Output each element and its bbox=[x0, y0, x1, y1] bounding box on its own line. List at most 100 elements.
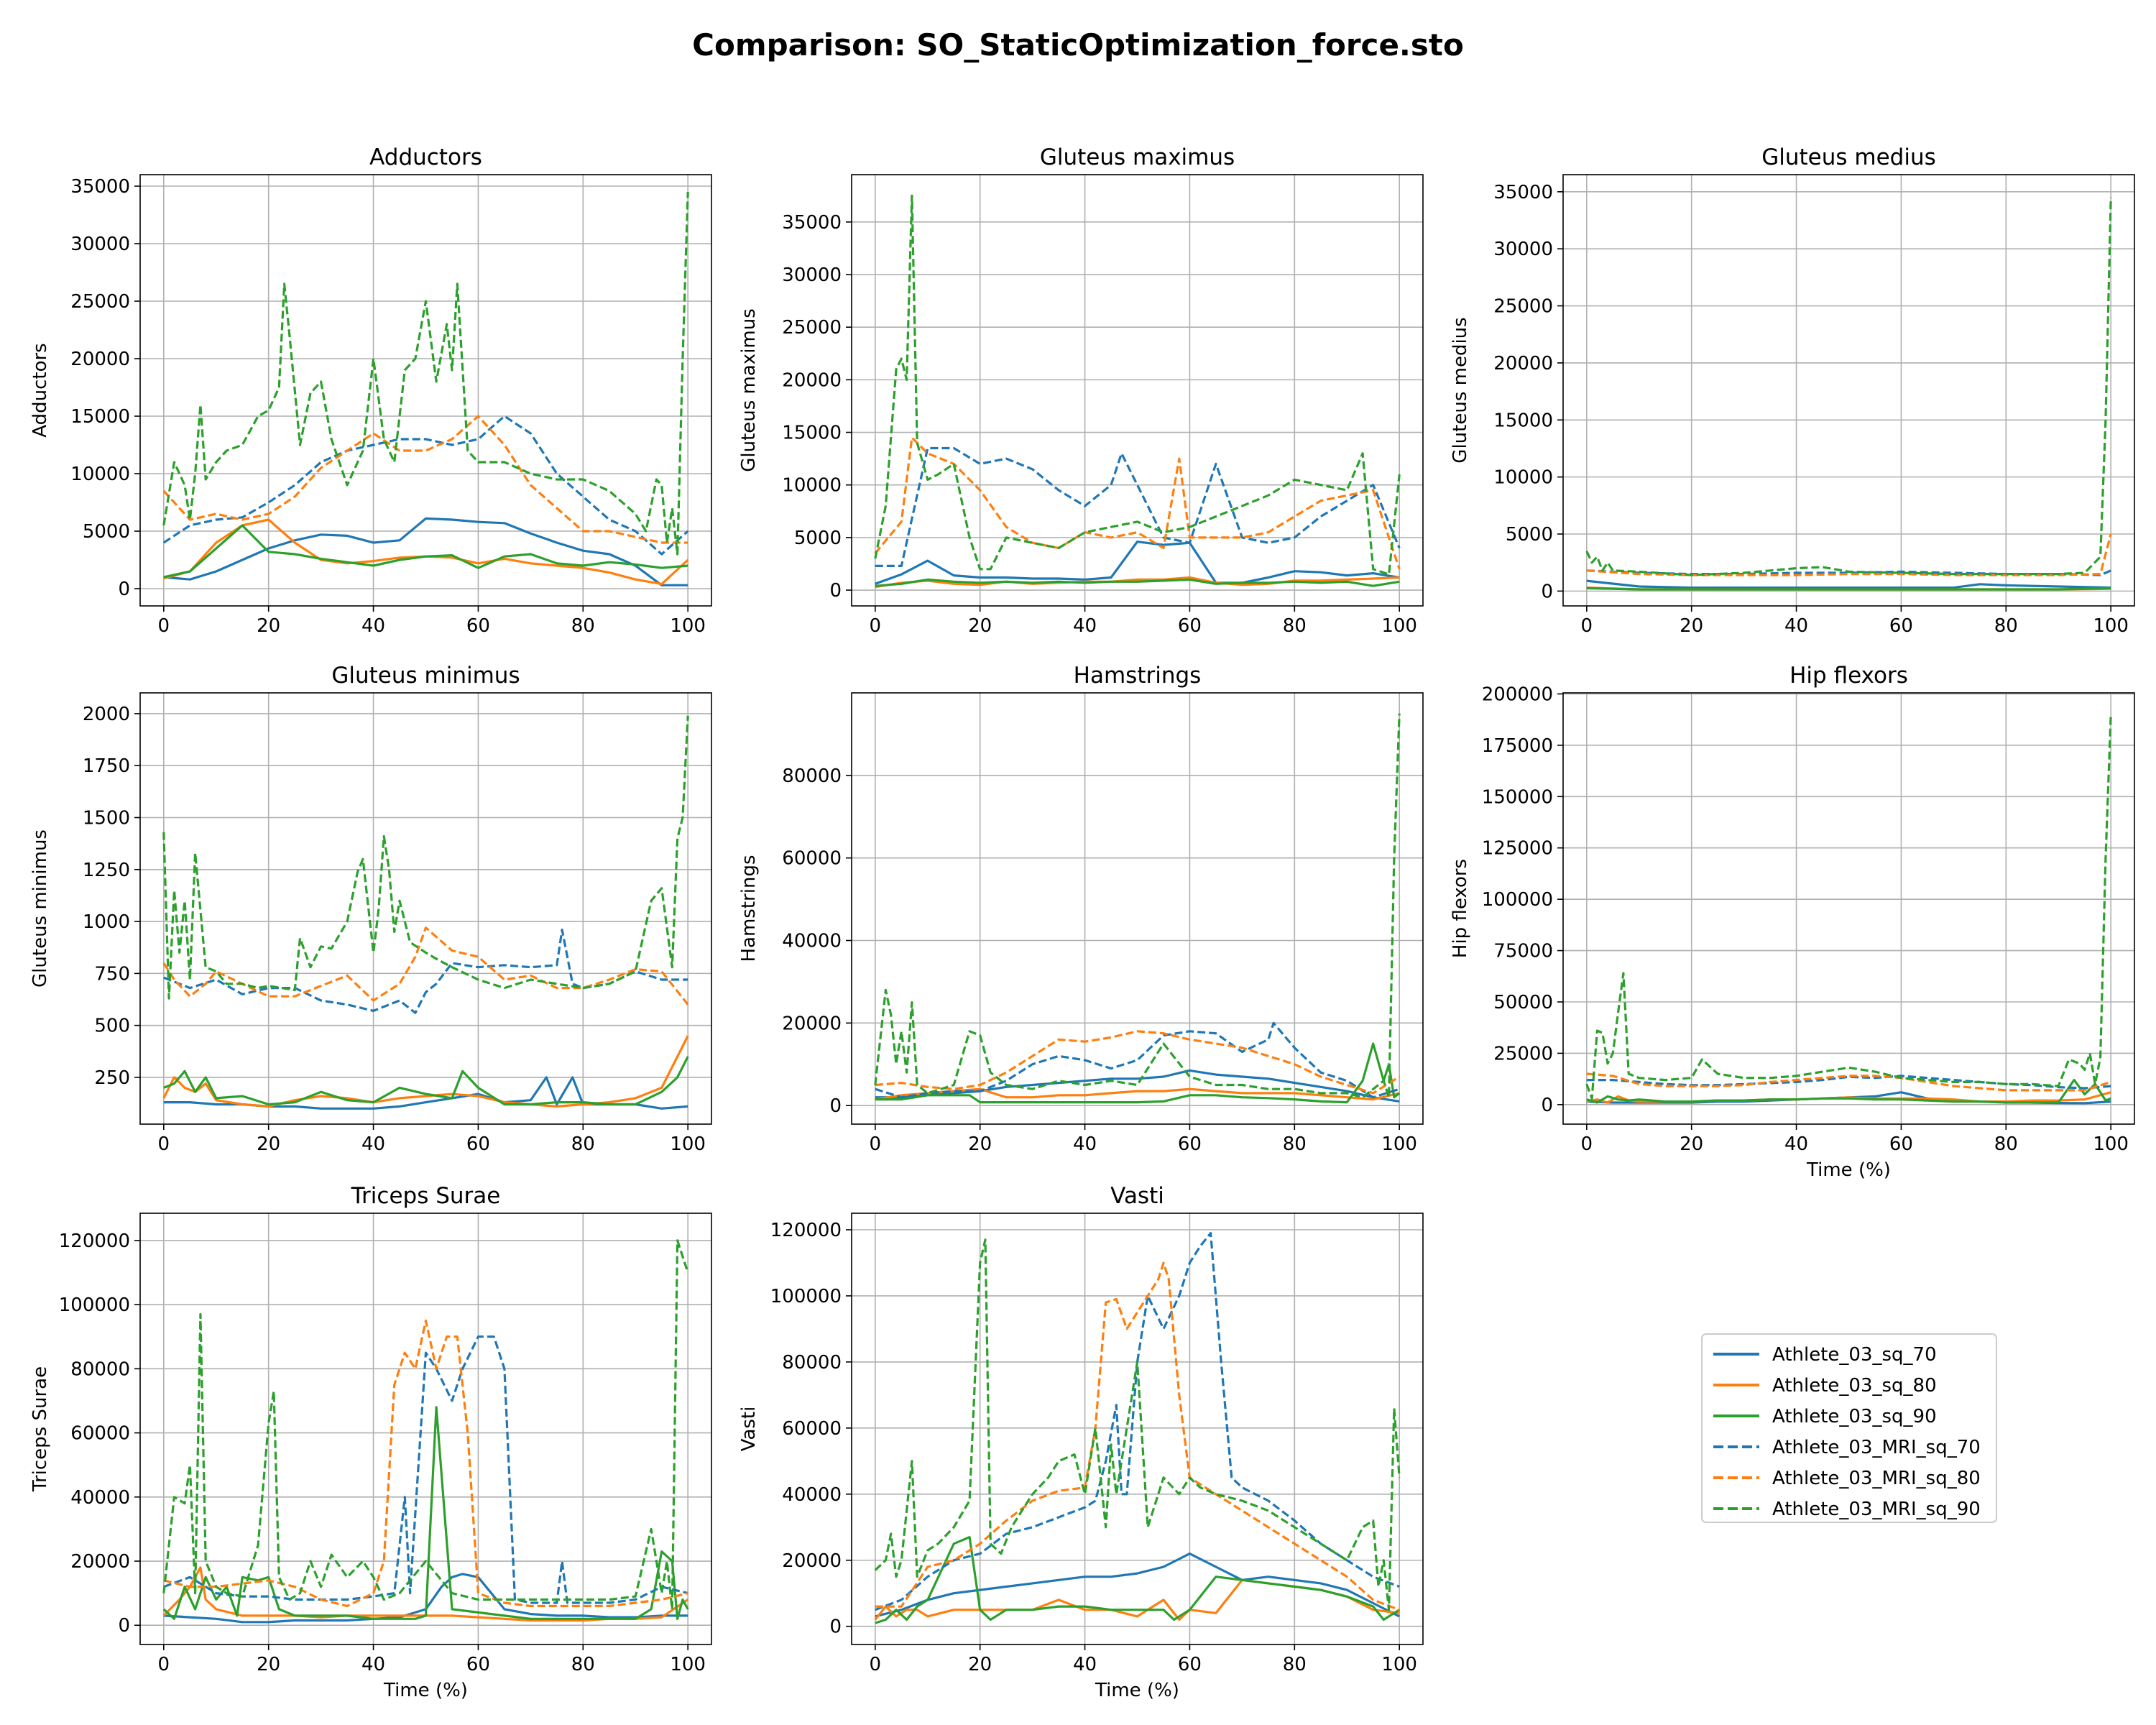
y-tick-label: 40000 bbox=[782, 930, 842, 952]
series-line-athlete-03-sq-80 bbox=[875, 576, 1400, 589]
subplot-title: Vasti bbox=[1110, 1183, 1164, 1209]
series-line-athlete-03-mri-sq-80 bbox=[1586, 533, 2112, 576]
series-line-athlete-03-sq-90 bbox=[163, 1056, 689, 1106]
series-group bbox=[162, 1239, 689, 1624]
y-tick-label: 20000 bbox=[782, 369, 842, 391]
series-line-athlete-03-sq-70 bbox=[875, 540, 1400, 585]
y-tick-label: 40000 bbox=[782, 1484, 842, 1506]
y-tick-label: 30000 bbox=[70, 234, 130, 255]
x-tick-label: 100 bbox=[1381, 615, 1417, 637]
subplot-title: Adductors bbox=[369, 144, 482, 170]
series-line-athlete-03-mri-sq-80 bbox=[162, 415, 688, 544]
y-tick-label: 20000 bbox=[70, 1551, 130, 1573]
y-tick-label: 100000 bbox=[1482, 889, 1553, 911]
y-tick-label: 30000 bbox=[782, 264, 842, 286]
y-tick-label: 175000 bbox=[1482, 735, 1553, 757]
x-tick-label: 60 bbox=[466, 615, 490, 637]
x-tick-label: 100 bbox=[670, 615, 706, 637]
y-tick-label: 60000 bbox=[782, 1418, 842, 1440]
subplot-title: Gluteus medius bbox=[1761, 144, 1936, 170]
y-tick-label: 1750 bbox=[83, 755, 130, 777]
series-group bbox=[162, 715, 689, 1110]
x-tick-label: 60 bbox=[1178, 615, 1202, 637]
x-tick-label: 20 bbox=[257, 1133, 280, 1155]
subplot-adductors: 0 20 40 60 80 100 0 5000 10000 15000 20000 25000 300… bbox=[29, 144, 712, 637]
y-axis-label: Triceps Surae bbox=[29, 1366, 51, 1492]
y-tick-label: 0 bbox=[829, 1095, 842, 1117]
x-tick-label: 20 bbox=[968, 1654, 992, 1675]
subplot-title: Gluteus minimus bbox=[331, 663, 520, 689]
y-tick-label: 20000 bbox=[782, 1013, 842, 1034]
plot-area bbox=[852, 693, 1423, 1124]
plot-frame bbox=[139, 174, 712, 607]
x-tick-label: 80 bbox=[1283, 615, 1307, 637]
plot-frame bbox=[851, 1213, 1424, 1645]
series-group bbox=[874, 194, 1401, 589]
y-tick-label: 25000 bbox=[1493, 1043, 1553, 1064]
y-tick-label: 20000 bbox=[70, 349, 130, 370]
x-tick-label: 0 bbox=[870, 1654, 882, 1675]
series-line-athlete-03-mri-sq-90 bbox=[162, 1239, 689, 1611]
x-tick-label: 20 bbox=[257, 615, 280, 637]
x-axis-label: Time (%) bbox=[383, 1680, 468, 1701]
subplot-hamstrings: 0 20 40 60 80 100 0 20000 40000 60000 80000 Hamstri… bbox=[738, 663, 1424, 1155]
legend-label: Athlete_03_MRI_sq_90 bbox=[1772, 1499, 1981, 1520]
plot-frame bbox=[139, 1213, 712, 1645]
plot-area bbox=[140, 1213, 711, 1644]
y-tick-label: 60000 bbox=[782, 848, 842, 870]
x-tick-label: 60 bbox=[466, 1654, 490, 1675]
x-tick-label: 40 bbox=[1073, 1654, 1097, 1675]
subplot-gluteus-maximus: 0 20 40 60 80 100 0 5000 10000 15000 20000 25000 300… bbox=[738, 144, 1424, 637]
x-tick-label: 40 bbox=[1784, 615, 1808, 637]
x-axis-label: Time (%) bbox=[1806, 1159, 1891, 1181]
y-tick-label: 80000 bbox=[70, 1358, 130, 1380]
series-line-athlete-03-sq-80 bbox=[162, 1566, 689, 1622]
plot-area bbox=[1563, 693, 2134, 1124]
series-line-athlete-03-sq-70 bbox=[1586, 579, 2111, 589]
series-line-athlete-03-mri-sq-80 bbox=[875, 1030, 1401, 1095]
x-tick-label: 60 bbox=[1889, 1133, 1913, 1155]
y-tick-label: 150000 bbox=[1482, 786, 1553, 808]
y-tick-label: 0 bbox=[118, 579, 130, 600]
x-tick-label: 100 bbox=[670, 1133, 706, 1155]
y-tick-label: 20000 bbox=[782, 1550, 842, 1572]
series-line-athlete-03-mri-sq-70 bbox=[163, 928, 688, 1014]
y-tick-label: 30000 bbox=[1493, 239, 1553, 260]
plot-area bbox=[852, 175, 1423, 606]
series-line-athlete-03-sq-70 bbox=[875, 1069, 1400, 1103]
x-tick-label: 80 bbox=[571, 1654, 595, 1675]
series-line-athlete-03-mri-sq-70 bbox=[162, 415, 689, 556]
y-tick-label: 50000 bbox=[1493, 992, 1553, 1013]
plot-frame bbox=[1562, 174, 2135, 607]
y-tick-label: 1250 bbox=[83, 860, 130, 881]
plot-area bbox=[1563, 175, 2134, 606]
series-line-athlete-03-sq-70 bbox=[163, 517, 688, 586]
y-tick-label: 25000 bbox=[70, 291, 130, 313]
series-line-athlete-03-sq-70 bbox=[163, 1573, 688, 1624]
x-tick-label: 100 bbox=[670, 1654, 706, 1675]
series-group bbox=[1585, 714, 2112, 1105]
y-tick-label: 1000 bbox=[83, 911, 130, 933]
series-line-athlete-03-sq-90 bbox=[1586, 586, 2111, 591]
x-tick-label: 100 bbox=[1381, 1654, 1417, 1675]
plot-frame bbox=[139, 692, 712, 1125]
x-tick-label: 20 bbox=[1680, 615, 1703, 637]
y-axis-label: Adductors bbox=[29, 343, 51, 437]
x-tick-label: 20 bbox=[257, 1654, 280, 1675]
y-tick-label: 0 bbox=[1541, 1095, 1553, 1116]
x-tick-label: 100 bbox=[2093, 1133, 2129, 1155]
plot-frame bbox=[851, 692, 1424, 1125]
x-tick-label: 0 bbox=[158, 615, 170, 637]
y-tick-label: 750 bbox=[94, 963, 130, 985]
y-axis-label: Hip flexors bbox=[1450, 859, 1471, 958]
y-tick-label: 35000 bbox=[1493, 182, 1553, 203]
subplot-title: Hamstrings bbox=[1074, 663, 1202, 689]
x-tick-label: 20 bbox=[968, 615, 992, 637]
y-tick-label: 200000 bbox=[1482, 684, 1553, 705]
subplot-title: Gluteus maximus bbox=[1040, 144, 1235, 170]
y-tick-label: 35000 bbox=[782, 212, 842, 234]
x-tick-label: 40 bbox=[361, 615, 385, 637]
y-axis-label: Gluteus medius bbox=[1450, 317, 1471, 463]
series-line-athlete-03-mri-sq-80 bbox=[163, 1319, 688, 1608]
